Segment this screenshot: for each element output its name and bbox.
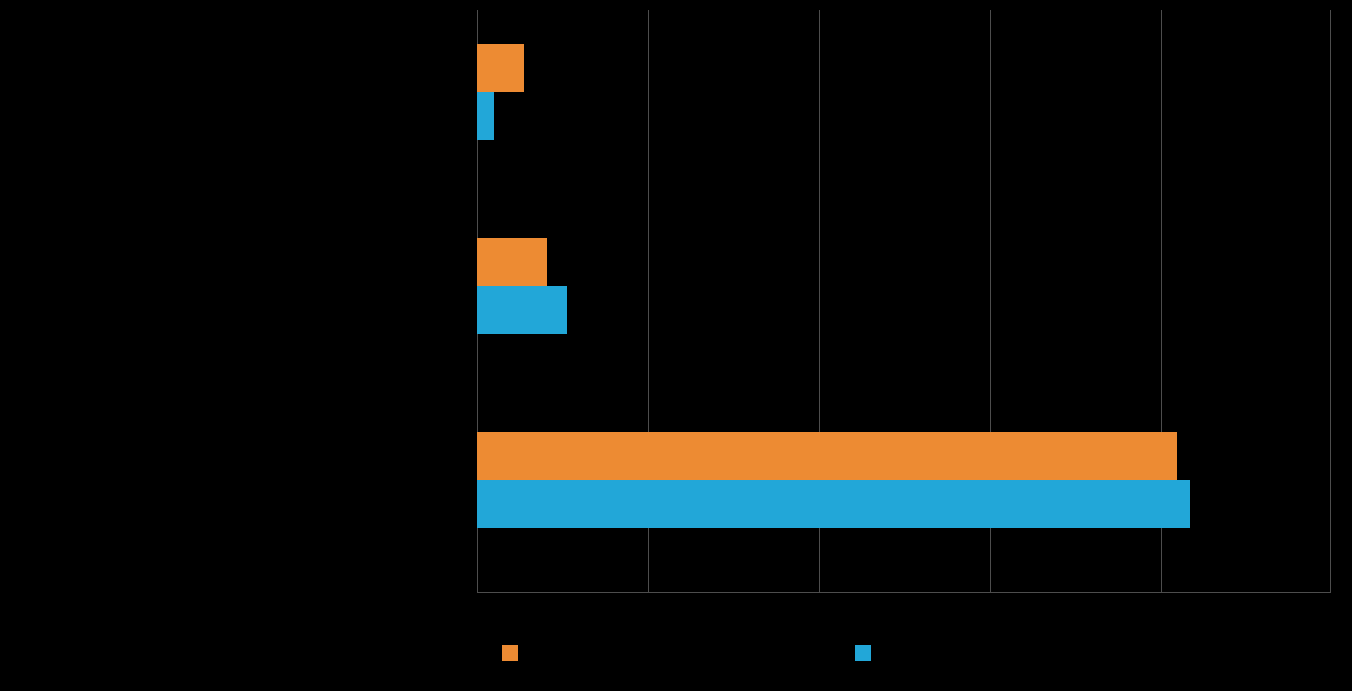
bar-group-c-series1 bbox=[477, 432, 1177, 480]
legend-swatch-series1 bbox=[502, 645, 518, 661]
bar-group-c-series2 bbox=[477, 480, 1190, 528]
bar-group-a-series2 bbox=[477, 92, 494, 140]
bar-group-a-series1 bbox=[477, 44, 524, 92]
legend-series2 bbox=[855, 645, 871, 661]
legend-swatch-series2 bbox=[855, 645, 871, 661]
plot-border-right bbox=[1330, 10, 1331, 593]
plot-area bbox=[477, 10, 1331, 593]
chart-container bbox=[0, 0, 1352, 691]
bar-group-b-series2 bbox=[477, 286, 567, 334]
legend-series1 bbox=[502, 645, 518, 661]
plot-border-bottom bbox=[477, 592, 1331, 593]
bar-group-b-series1 bbox=[477, 238, 547, 286]
